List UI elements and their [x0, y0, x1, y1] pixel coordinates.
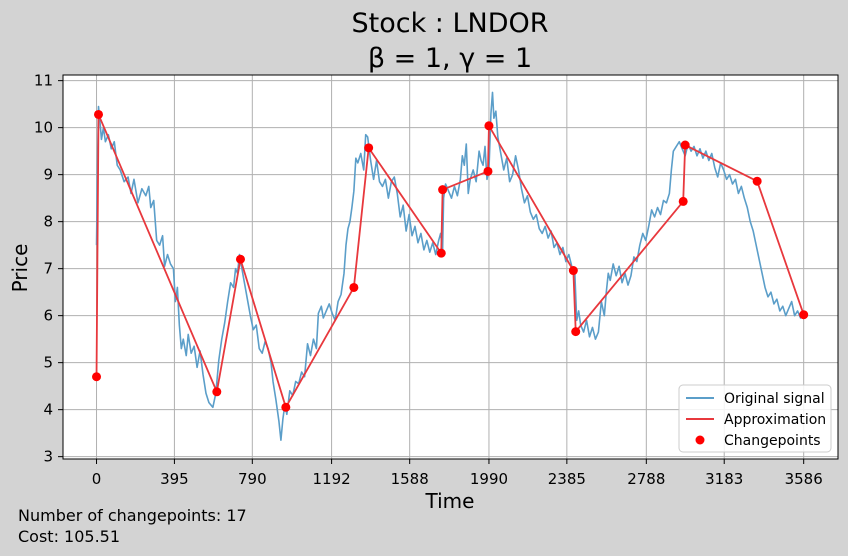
- changepoint-marker: [571, 327, 581, 337]
- changepoints-layer: [92, 109, 809, 412]
- x-tick-label: 1192: [312, 470, 350, 488]
- changepoint-marker: [678, 196, 688, 206]
- x-axis-label: Time: [425, 489, 475, 513]
- changepoint-marker: [680, 140, 690, 150]
- changepoint-marker: [93, 109, 103, 119]
- x-tick-label: 1588: [391, 470, 429, 488]
- x-tick-label: 395: [160, 470, 189, 488]
- y-tick-label: 9: [43, 166, 53, 184]
- y-tick-label: 4: [43, 401, 53, 419]
- changepoint-marker: [364, 143, 374, 153]
- changepoint-marker: [281, 402, 291, 412]
- y-tick-label: 5: [43, 354, 53, 372]
- chart-title-line-1: Stock : LNDOR: [351, 8, 548, 39]
- y-tick-label: 6: [43, 307, 53, 325]
- y-tick-label: 8: [43, 213, 53, 231]
- x-tick-label: 2788: [627, 470, 665, 488]
- changepoint-marker: [349, 282, 359, 292]
- y-axis-label: Price: [8, 244, 32, 293]
- y-tick-label: 7: [43, 260, 53, 278]
- legend-box: [678, 384, 832, 453]
- changepoint-marker: [92, 372, 102, 382]
- cost-text: Cost: 105.51: [18, 527, 121, 546]
- x-tick-label: 3586: [785, 470, 823, 488]
- x-tick-label: 2385: [548, 470, 586, 488]
- legend-changepoints-label: Changepoints: [724, 433, 821, 449]
- changepoint-marker: [436, 248, 446, 258]
- plot-frame: [62, 74, 839, 460]
- changepoint-marker: [212, 387, 222, 397]
- changepoint-marker: [484, 121, 494, 131]
- chart-title-line-2: β = 1, γ = 1: [368, 43, 532, 74]
- changepoint-marker: [438, 185, 448, 195]
- x-tick-label: 3183: [705, 470, 743, 488]
- y-tick-label: 11: [34, 72, 53, 90]
- legend-approximation-label: Approximation: [724, 412, 826, 428]
- legend: Original signal Approximation Changepoin…: [678, 384, 832, 453]
- x-tick-label: 790: [238, 470, 267, 488]
- y-tick-label: 3: [43, 448, 53, 466]
- changepoint-marker: [483, 166, 493, 176]
- legend-signal-label: Original signal: [724, 391, 825, 407]
- changepoint-marker: [568, 266, 578, 276]
- axis-ticks: 0 395 790 1192 1588 1990 2385 2788 3183 3586 3 4 5 6 7…: [34, 72, 823, 488]
- changepoint-marker: [235, 254, 245, 264]
- grid-lines: [63, 75, 838, 459]
- changepoint-marker: [752, 176, 762, 186]
- changepoints-count-text: Number of changepoints: 17: [18, 506, 247, 525]
- legend-changepoints-swatch: [695, 435, 705, 445]
- y-tick-label: 10: [34, 119, 53, 137]
- x-tick-label: 0: [92, 470, 102, 488]
- changepoint-marker: [799, 310, 809, 320]
- x-tick-label: 1990: [470, 470, 508, 488]
